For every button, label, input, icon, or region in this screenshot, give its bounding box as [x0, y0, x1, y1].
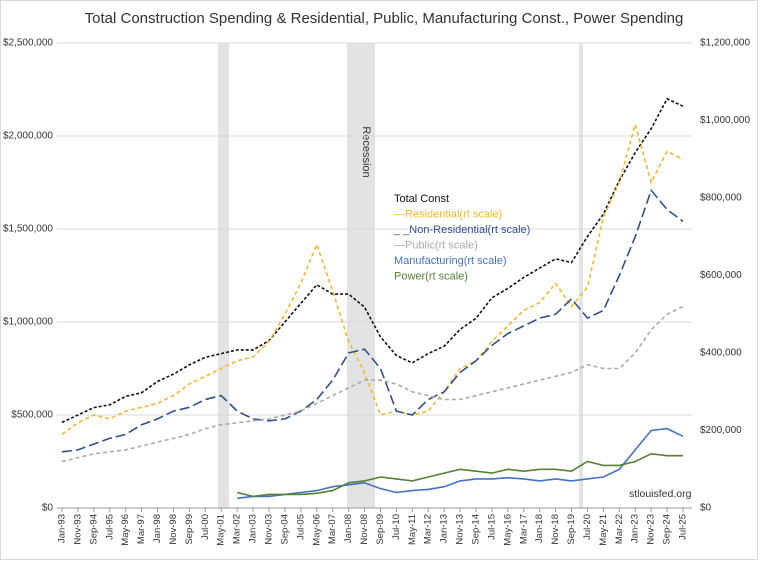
x-tick-label: Mar-02: [232, 514, 243, 544]
x-tick-label: Jan-18: [534, 514, 545, 543]
series-line: [61, 188, 684, 453]
x-tick-label: Jul-95: [104, 514, 115, 540]
y2-tick-label: $1,000,000: [700, 115, 750, 126]
x-tick-label: May-96: [120, 514, 131, 546]
source-label: stlouisfed.org: [629, 488, 692, 500]
y-tick-label: $500,000: [11, 410, 53, 421]
x-tick-label: May-01: [216, 514, 227, 546]
x-tick-label: Sep-24: [662, 514, 673, 545]
legend-entry: ---Public(rt scale): [394, 239, 478, 251]
series-line: [237, 427, 684, 500]
x-tick-label: Mar-97: [136, 514, 147, 544]
x-tick-label: Nov-08: [359, 514, 370, 545]
x-tick-label: Jan-93: [57, 514, 68, 543]
x-tick-label: Nov-03: [264, 514, 275, 545]
y2-tick-label: $1,200,000: [700, 38, 750, 49]
x-tick-label: Jan-98: [152, 514, 163, 543]
x-tick-label: Jul-05: [295, 514, 306, 540]
x-tick-label: Nov-98: [168, 514, 179, 545]
x-tick-label: Jul-15: [486, 514, 497, 540]
y2-tick-label: $600,000: [700, 270, 742, 281]
recession-band: [579, 43, 583, 508]
recession-label: Recession: [360, 126, 372, 177]
x-tick-label: Sep-19: [566, 514, 577, 545]
x-tick-label: Nov-18: [550, 514, 561, 545]
recession-band: [347, 43, 375, 508]
x-tick-label: Jul-10: [391, 514, 402, 540]
x-tick-label: Mar-22: [614, 514, 625, 544]
x-tick-label: Nov-13: [455, 514, 466, 545]
y2-tick-label: $400,000: [700, 348, 742, 359]
y2-tick-label: $200,000: [700, 425, 742, 436]
x-tick-label: May-11: [407, 514, 418, 545]
x-tick-label: Jan-13: [439, 514, 450, 543]
x-tick-label: Mar-12: [423, 514, 434, 544]
y2-tick-label: $800,000: [700, 193, 742, 204]
x-tick-label: Sep-94: [88, 514, 99, 545]
legend-entry: _ _Non-Residential(rt scale): [393, 224, 530, 236]
legend-entry: Power(rt scale): [394, 270, 468, 282]
legend-entry: Total Const: [394, 193, 449, 205]
x-tick-label: Sep-14: [471, 514, 482, 545]
y-tick-label: $1,000,000: [3, 317, 53, 328]
x-tick-label: Jul-20: [582, 514, 593, 540]
y-tick-label: $2,500,000: [3, 38, 53, 49]
x-tick-label: Jul-25: [678, 514, 689, 540]
series-line: [61, 97, 684, 424]
x-tick-label: Jan-08: [343, 514, 354, 543]
y2-tick-label: $0: [700, 503, 712, 514]
plot-area: [57, 42, 692, 509]
x-tick-label: Nov-93: [72, 514, 83, 545]
series-line: [61, 305, 684, 463]
y-tick-label: $1,500,000: [3, 224, 53, 235]
x-tick-label: Sep-99: [184, 514, 195, 545]
x-tick-label: May-06: [311, 514, 322, 546]
x-tick-label: May-21: [598, 514, 609, 546]
legend-entry: Manufacturing(rt scale): [394, 255, 507, 267]
x-tick-label: Sep-04: [279, 514, 290, 545]
x-tick-label: Jan-23: [630, 514, 641, 543]
series-line: [237, 452, 683, 498]
x-tick-label: Sep-09: [375, 514, 386, 545]
x-tick-label: Mar-07: [327, 514, 338, 544]
chart-title: Total Construction Spending & Residentia…: [85, 10, 684, 27]
x-tick-label: Mar-17: [518, 514, 529, 544]
x-tick-label: Jan-03: [248, 514, 259, 543]
x-tick-label: Jul-00: [200, 514, 211, 540]
y-tick-label: $2,000,000: [3, 131, 53, 142]
recession-band: [218, 43, 229, 508]
x-tick-label: May-16: [502, 514, 513, 546]
series-line: [61, 121, 684, 436]
legend-entry: ---Residential(rt scale): [394, 208, 502, 220]
y-tick-label: $0: [42, 503, 54, 514]
x-tick-label: Nov-23: [646, 514, 657, 545]
